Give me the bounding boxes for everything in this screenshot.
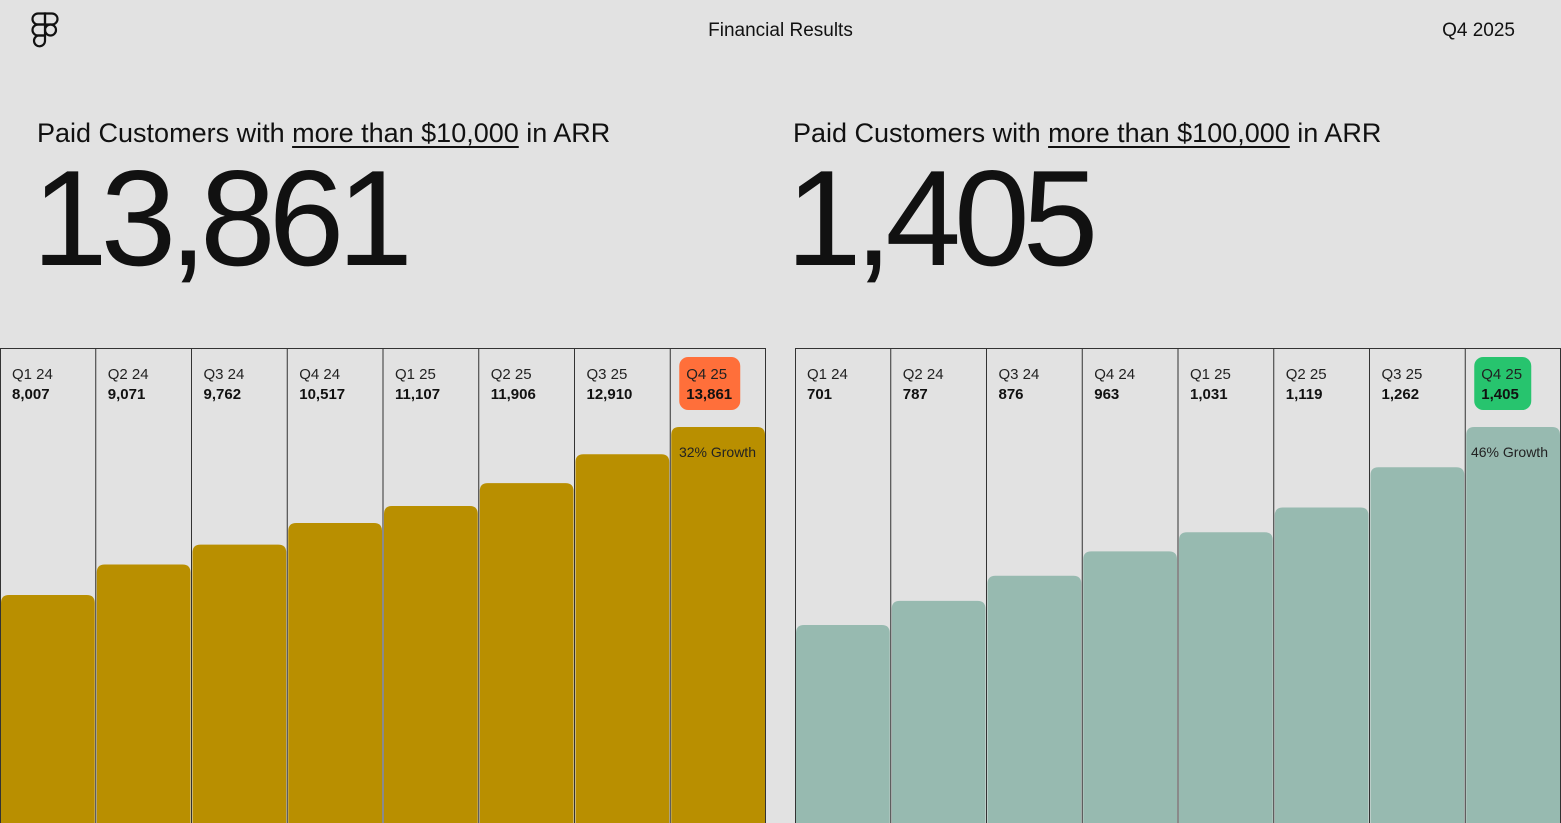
bar-chart-over-100k: Q1 24 701 Q2 24 787 Q3 24 876 Q4 24 963 Q1 25 1,0… [795, 348, 1561, 823]
metric-label-suffix: in ARR [518, 118, 611, 148]
tick-label-quarter: Q4 24 [1094, 366, 1135, 383]
metric-label-over-10k: Paid Customers with more than $10,000 in… [37, 118, 610, 149]
data-label-value: 1,405 [1481, 386, 1519, 403]
metric-label-threshold: more than $100,000 [1048, 118, 1290, 148]
headline-value-over-10k: 13,861 [32, 142, 413, 294]
bars-group [1, 427, 765, 823]
bar [1179, 532, 1273, 823]
bar [575, 454, 670, 823]
data-label-value: 9,762 [204, 386, 242, 403]
bar [891, 600, 986, 823]
headline-value-over-100k: 1,405 [786, 142, 1098, 294]
metric-label-suffix: in ARR [1289, 118, 1382, 148]
bar [796, 625, 890, 823]
tick-label-quarter: Q3 24 [999, 366, 1040, 383]
tick-label-quarter: Q3 24 [204, 366, 245, 383]
tick-label-quarter: Q4 24 [299, 366, 340, 383]
data-label-value: 8,007 [12, 386, 50, 403]
data-label-value: 876 [999, 386, 1024, 403]
bar [671, 427, 765, 823]
highlight-badge [679, 357, 741, 410]
data-label-value: 1,031 [1190, 386, 1228, 403]
tick-label-quarter: Q2 24 [108, 366, 149, 383]
bar [192, 544, 287, 823]
bar [1083, 551, 1177, 823]
data-label-value: 9,071 [108, 386, 146, 403]
data-label-value: 11,107 [395, 386, 440, 403]
tick-label-quarter: Q4 25 [1481, 366, 1522, 383]
tick-label-quarter: Q1 24 [12, 366, 53, 383]
bars-group [796, 427, 1560, 823]
bar [987, 575, 1082, 823]
period-label: Q4 2025 [1442, 20, 1515, 41]
data-label-value: 963 [1094, 386, 1119, 403]
data-label-value: 12,910 [587, 386, 633, 403]
data-label-value: 1,119 [1286, 386, 1323, 403]
growth-annotation: 46% Growth [1471, 444, 1548, 460]
tick-label-quarter: Q1 25 [1190, 366, 1231, 383]
tick-label-quarter: Q2 24 [903, 366, 944, 383]
bar [288, 522, 382, 823]
data-label-value: 13,861 [686, 386, 732, 403]
tick-label-quarter: Q3 25 [1382, 366, 1423, 383]
tick-label-quarter: Q4 25 [686, 366, 727, 383]
metric-label-threshold: more than $10,000 [292, 118, 519, 148]
tick-label-quarter: Q2 25 [491, 366, 532, 383]
data-label-value: 10,517 [299, 386, 345, 403]
bar [1274, 507, 1369, 823]
metric-label-prefix: Paid Customers with [793, 118, 1049, 148]
bar [96, 564, 191, 823]
tick-label-quarter: Q3 25 [587, 366, 628, 383]
bar [1, 595, 95, 823]
bar [1370, 467, 1465, 823]
bar [1466, 427, 1560, 823]
data-label-value: 787 [903, 386, 928, 403]
growth-annotation: 32% Growth [679, 444, 756, 460]
bar [479, 483, 574, 823]
data-label-value: 701 [807, 386, 832, 403]
figma-logo-icon [31, 12, 59, 48]
bar [384, 506, 478, 823]
data-label-value: 11,906 [491, 386, 536, 403]
bar-chart-over-10k: Q1 24 8,007 Q2 24 9,071 Q3 24 9,762 Q4 24 10,51… [0, 348, 766, 823]
highlight-badge [1474, 357, 1532, 410]
page-title: Financial Results [708, 20, 853, 41]
tick-label-quarter: Q1 25 [395, 366, 436, 383]
data-label-value: 1,262 [1382, 386, 1420, 403]
metric-label-over-100k: Paid Customers with more than $100,000 i… [793, 118, 1381, 149]
tick-label-quarter: Q1 24 [807, 366, 848, 383]
metric-label-prefix: Paid Customers with [37, 118, 293, 148]
tick-label-quarter: Q2 25 [1286, 366, 1327, 383]
